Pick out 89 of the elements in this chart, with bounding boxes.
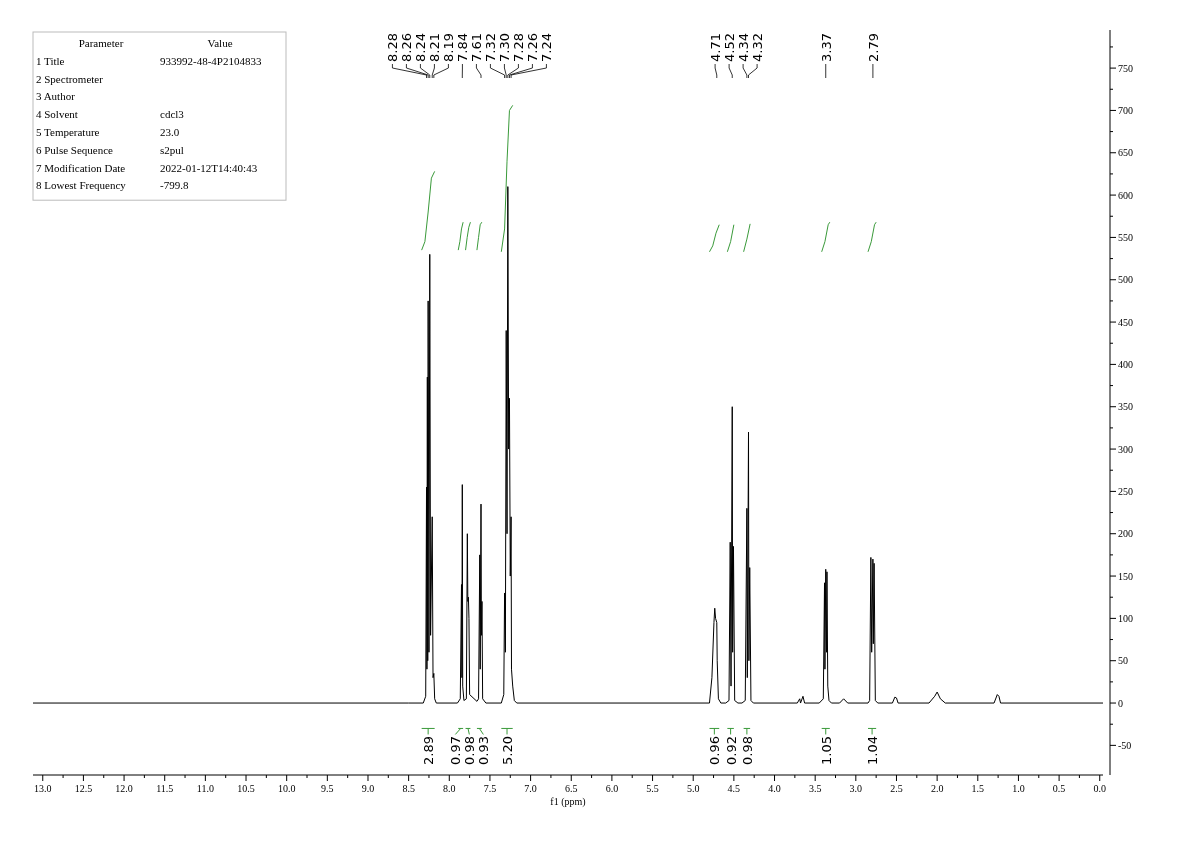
y-tick-label: 550 [1118,231,1133,243]
category-label: cdcl3 [160,108,184,121]
annotation: 8.21 [427,33,443,62]
y-tick-label: 300 [1118,443,1133,455]
annotation: 8.28 [385,33,401,62]
y-tick-label: 200 [1118,528,1133,540]
x-tick-label: 3.5 [808,783,822,794]
annotation: 1.04 [865,735,881,765]
x-tick-label: 9.5 [321,783,334,794]
x-tick-label: 9.0 [361,783,375,794]
category-label: s2pul [160,143,184,156]
annotation: 7.26 [525,33,541,62]
annotation: 8.26 [399,33,415,62]
category-label: 4 Solvent [36,108,78,121]
x-tick-label: 5.5 [646,783,659,794]
annotation: 0.97 [448,735,464,765]
y-tick-label: 250 [1118,485,1133,497]
x-tick-label: 11.5 [156,783,174,794]
annotation: 7.30 [497,33,513,62]
category-label: Parameter [78,37,124,49]
category-label: -799.8 [160,179,189,192]
x-tick-label: 7.5 [483,783,497,794]
annotation: 0.92 [723,735,739,765]
category-label: 2 Spectrometer [36,72,103,85]
annotation: 4.52 [722,33,738,62]
annotation: 8.19 [441,33,457,62]
annotation: 4.71 [708,33,724,62]
x-tick-label: 4.5 [727,783,741,794]
annotation: 8.24 [413,33,429,62]
annotation: 2.89 [421,735,437,765]
x-tick-label: 13.0 [34,783,52,794]
x-tick-label: 6.0 [605,783,619,794]
y-tick-label: 100 [1118,612,1133,624]
y-tick-label: 50 [1118,655,1128,667]
x-tick-label: 1.0 [1012,783,1025,794]
category-label: 8 Lowest Frequency [36,179,126,192]
y-tick-label: 750 [1118,62,1133,74]
annotation: 7.84 [455,33,471,62]
annotation: 3.37 [818,33,834,62]
category-label: 1 Title [36,54,65,67]
x-tick-label: 7.0 [524,783,537,794]
annotation: 7.61 [469,33,485,62]
category-label: 933992-48-4P2104833 [160,54,262,67]
y-tick-label: 0 [1118,697,1123,709]
y-tick-label: 650 [1118,147,1133,159]
category-label: 23.0 [160,126,180,138]
x-tick-label: 8.0 [443,783,456,794]
x-tick-label: 8.5 [402,783,415,794]
x-tick-label: 2.5 [890,783,903,794]
y-tick-label: 700 [1118,104,1133,116]
category-label: 2022-01-12T14:40:43 [160,161,258,174]
annotation: 5.20 [500,735,516,765]
annotation: 7.28 [511,33,527,62]
x-tick-label: 0.5 [1052,783,1066,794]
y-tick-label: 350 [1118,401,1133,413]
x-tick-label: 3.0 [849,783,863,794]
annotation: 7.32 [483,33,499,62]
y-tick-label: -50 [1118,739,1132,751]
annotation: 2.79 [865,33,881,62]
annotation: 4.32 [750,33,766,62]
annotation: 0.98 [739,735,755,765]
annotation: 1.05 [818,735,834,765]
y-tick-label: 400 [1118,358,1133,370]
x-tick-label: 10.5 [237,783,255,794]
category-label: 6 Pulse Sequence [36,143,113,156]
x-axis-title: f1 (ppm) [550,796,586,808]
category-label: 5 Temperature [36,126,100,138]
x-tick-label: 12.5 [74,783,93,794]
annotation: 4.34 [736,33,752,62]
x-tick-label: 10.0 [277,783,296,794]
annotation: 7.24 [539,33,555,62]
annotation: 0.93 [476,735,492,765]
x-tick-label: 6.5 [565,783,578,794]
x-tick-label: 4.0 [768,783,781,794]
x-tick-label: 0.0 [1093,783,1106,794]
x-tick-label: 5.0 [686,783,700,794]
annotation: 0.98 [462,735,478,765]
y-tick-label: 150 [1118,570,1133,582]
x-tick-label: 12.0 [115,783,133,794]
x-tick-label: 1.5 [971,783,985,794]
y-tick-label: 450 [1118,316,1133,328]
y-tick-label: 600 [1118,189,1133,201]
x-tick-label: 2.0 [930,783,944,794]
annotation: 0.96 [707,735,723,765]
y-tick-label: 500 [1118,274,1133,286]
category-label: 3 Author [36,90,75,103]
x-tick-label: 11.0 [196,783,214,794]
category-label: Value [207,37,233,49]
category-label: 7 Modification Date [36,161,126,174]
